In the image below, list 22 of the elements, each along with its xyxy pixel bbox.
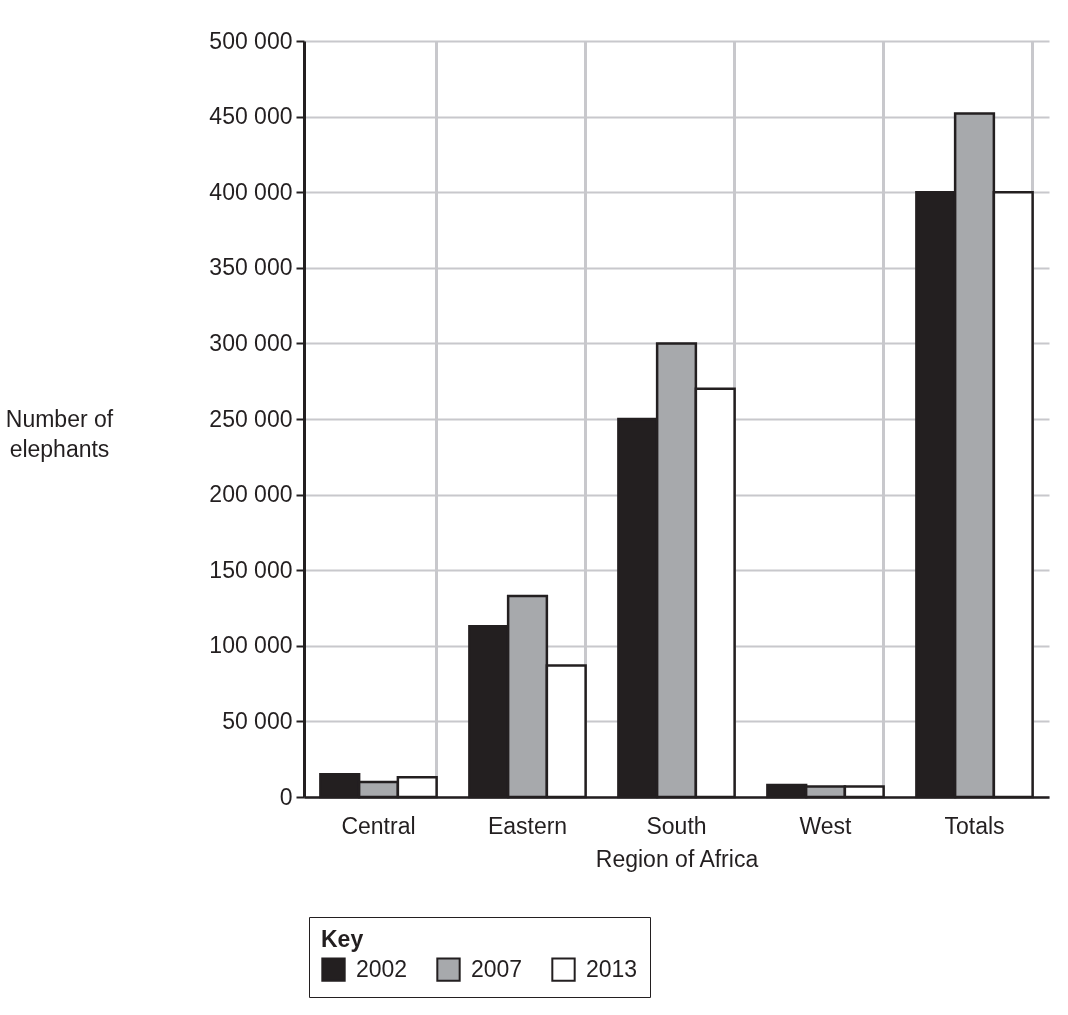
- legend-title: Key: [321, 926, 364, 952]
- y-tick-label: 250 000: [209, 405, 293, 432]
- y-tick-label: 150 000: [209, 556, 293, 583]
- x-tick-label: Eastern: [487, 812, 568, 839]
- y-tick-label: 100 000: [209, 632, 293, 659]
- x-tick-label: West: [799, 812, 853, 839]
- y-tick-label: 350 000: [209, 254, 293, 281]
- y-tick-label: 0: [279, 783, 293, 810]
- legend-label: 2002: [356, 955, 408, 982]
- y-tick-label: 500 000: [209, 27, 293, 54]
- x-axis-title: Region of Africa: [595, 845, 759, 872]
- y-tick-label: 200 000: [209, 481, 293, 508]
- legend-label: 2013: [586, 955, 638, 982]
- y-tick-label: 450 000: [209, 103, 293, 130]
- legend-label: 2007: [471, 955, 523, 982]
- x-tick-label: Totals: [944, 812, 1005, 839]
- y-tick-label: 50 000: [222, 707, 293, 734]
- y-tick-label: 300 000: [209, 329, 293, 356]
- y-tick-label: 400 000: [209, 178, 293, 205]
- x-tick-label: South: [646, 812, 707, 839]
- x-tick-label: Central: [341, 812, 416, 839]
- y-axis-title: Number of elephants: [5, 405, 114, 462]
